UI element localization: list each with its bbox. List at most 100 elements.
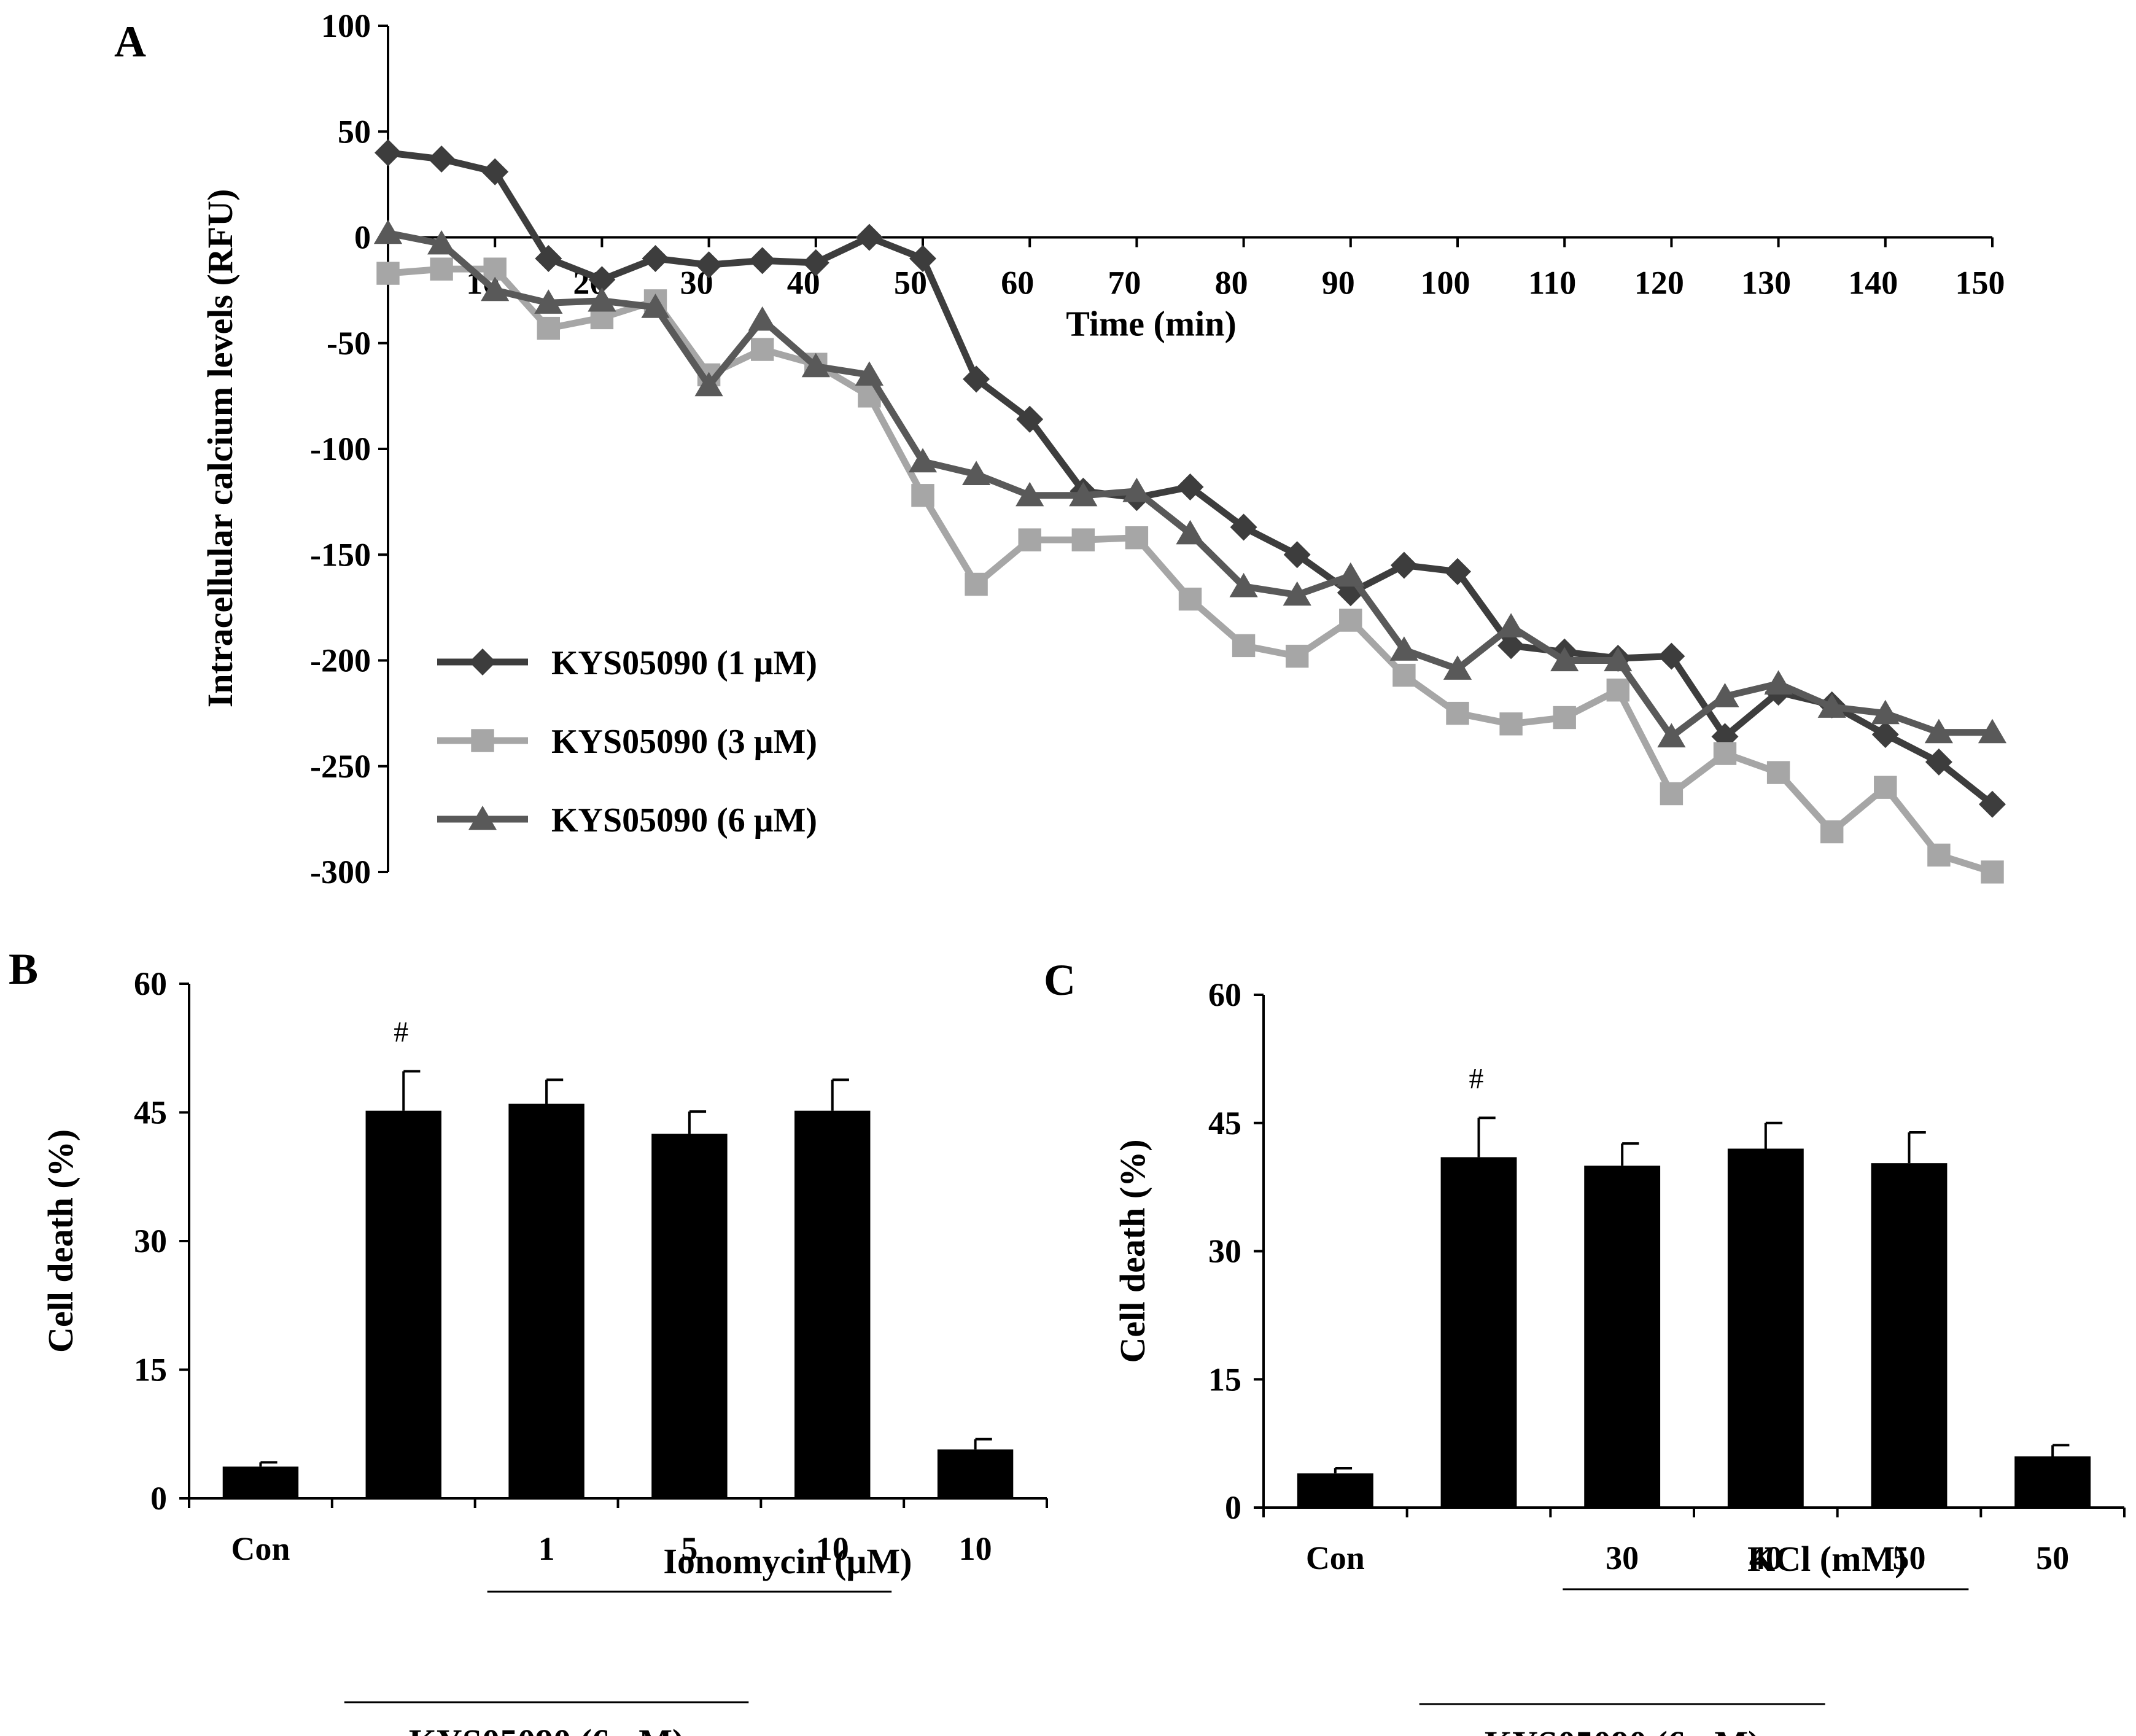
data-point [1981, 860, 2004, 884]
panel-b-letter: B [9, 944, 38, 994]
y-tick-label: 45 [134, 1094, 167, 1131]
category-label: 10 [816, 1530, 849, 1567]
bar [1727, 1148, 1804, 1508]
y-tick-label: 0 [1225, 1489, 1241, 1526]
data-point [1925, 748, 1952, 776]
series-3 [373, 219, 2007, 748]
y-tick-label: 15 [1208, 1361, 1241, 1398]
y-tick-label: 30 [1208, 1233, 1241, 1270]
data-point [855, 224, 883, 251]
panel-a-series [373, 139, 2007, 884]
data-point [430, 257, 453, 281]
bar [1584, 1166, 1661, 1508]
data-point [642, 244, 669, 272]
series-2 [376, 257, 2004, 884]
category-label: 50 [2036, 1539, 2069, 1576]
bar [1871, 1163, 1948, 1508]
x-tick-label: 100 [1421, 265, 1470, 302]
bar [222, 1466, 299, 1498]
y-tick-label: 0 [354, 219, 371, 256]
data-point [1978, 718, 2007, 744]
data-point [909, 244, 936, 272]
y-tick-label: -300 [310, 854, 371, 890]
data-point [1336, 562, 1365, 587]
data-point [1339, 609, 1362, 632]
data-point [375, 139, 402, 166]
data-point [1229, 572, 1258, 597]
data-point [1178, 587, 1202, 611]
data-point [963, 365, 990, 393]
legend-label: KYS05090 (3 μM) [551, 723, 817, 761]
data-point [1817, 693, 1846, 718]
data-point [1766, 761, 1790, 784]
bar [794, 1110, 871, 1498]
data-point [1232, 634, 1256, 658]
category-label: 10 [959, 1530, 992, 1567]
legend-label: KYS05090 (6 μM) [551, 801, 817, 839]
data-point [801, 352, 830, 378]
data-point [965, 572, 988, 596]
category-label: 1 [538, 1530, 555, 1567]
y-tick-label: -250 [310, 748, 371, 785]
legend-swatch-marker [468, 806, 497, 830]
data-point [1871, 699, 1900, 725]
x-tick-label: 120 [1634, 265, 1684, 302]
data-point [1657, 723, 1686, 748]
data-point [1924, 718, 1953, 744]
bar [1440, 1157, 1517, 1508]
panel-c-letter: C [1044, 956, 1076, 1005]
data-point [1389, 636, 1418, 661]
panel-c: C 0 15 30 45 60 Cell death (%) Con 30 40 50 50 # KCl… [1044, 956, 2126, 1736]
y-tick-label: -50 [327, 325, 371, 362]
data-point [1283, 541, 1311, 569]
data-point [481, 158, 509, 185]
y-tick-label: -150 [310, 536, 371, 573]
data-point [1658, 642, 1685, 670]
x-tick-label: 60 [1001, 265, 1034, 302]
data-point [694, 372, 723, 397]
panel-a-letter: A [114, 17, 146, 66]
data-point [1820, 820, 1844, 844]
legend-swatch-marker [471, 729, 494, 752]
significance-mark: # [1469, 1062, 1484, 1095]
data-point [1979, 790, 2006, 818]
data-point [1122, 477, 1151, 502]
data-point [373, 219, 403, 244]
x-tick-label: 110 [1528, 265, 1576, 302]
data-point [588, 287, 616, 312]
data-point [911, 484, 934, 507]
bar [2014, 1456, 2091, 1508]
data-point [1286, 644, 1309, 668]
data-point [1018, 528, 1041, 551]
legend-swatch-marker [469, 648, 496, 675]
data-point [748, 306, 777, 331]
bar [508, 1103, 584, 1498]
bar [651, 1134, 728, 1498]
x-tick-label: 70 [1108, 265, 1141, 302]
data-point [1874, 776, 1897, 799]
y-axis-title: Cell death (%) [1113, 1139, 1152, 1363]
data-point [1711, 683, 1739, 707]
data-point [1604, 647, 1633, 672]
data-point [908, 448, 938, 473]
data-point [695, 251, 723, 279]
data-point [1283, 581, 1311, 606]
data-point [1071, 528, 1095, 551]
data-point [1553, 706, 1576, 730]
data-point [1497, 632, 1525, 660]
data-point [1176, 520, 1205, 545]
treatment-group-label: KCl (mM) [1747, 1539, 1906, 1579]
data-point [1550, 647, 1579, 672]
treatment-group-label: Ionomycin (μM) [663, 1541, 912, 1581]
data-point [1069, 481, 1098, 507]
drug-group-label: KYS05090 (6 μM) [409, 1722, 685, 1736]
category-label: 5 [681, 1530, 697, 1567]
data-point [481, 276, 510, 302]
x-tick-label: 80 [1215, 265, 1248, 302]
y-tick-label: 45 [1208, 1105, 1241, 1142]
data-point [537, 316, 560, 340]
bar [1297, 1473, 1373, 1508]
